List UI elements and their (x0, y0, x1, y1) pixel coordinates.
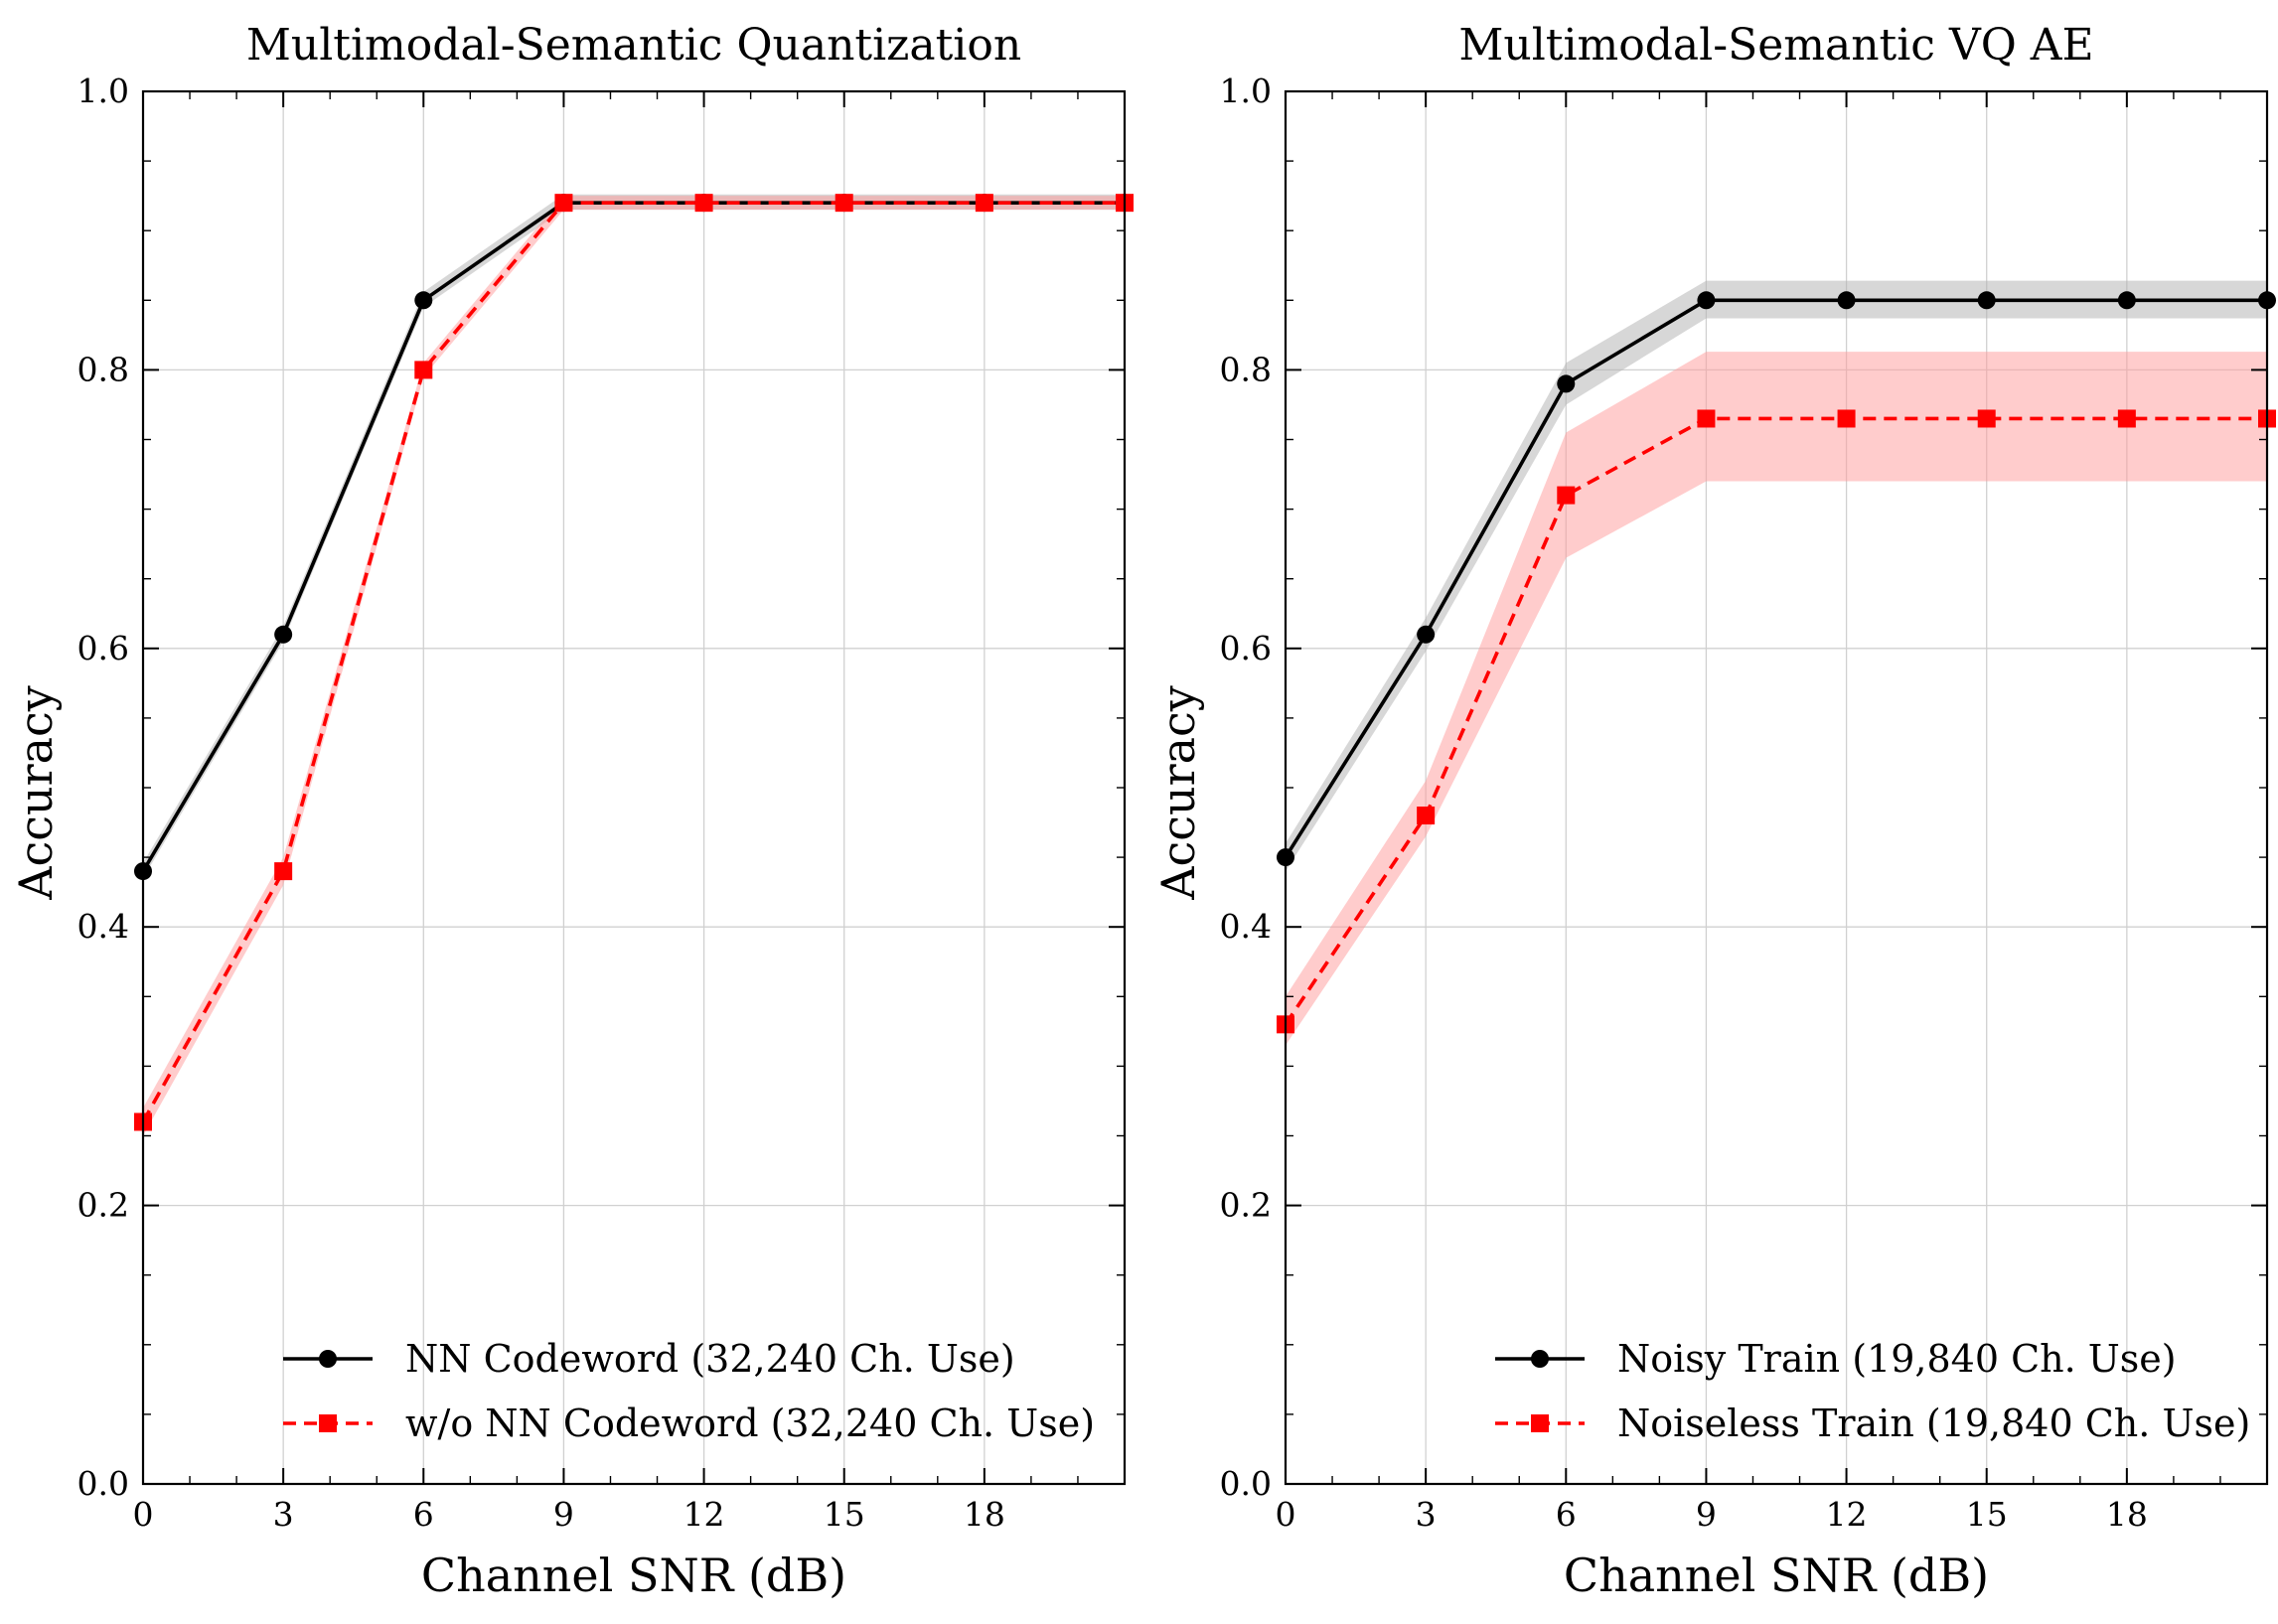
series-line-1 (141, 201, 1125, 1123)
chart-title: Multimodal-Semantic VQ AE (1458, 20, 2093, 71)
legend-marker-0 (319, 1350, 337, 1368)
tick-labels: 0 3 6 9 12 15 18 0.0 0.2 0.4 0.6 0.8 1.0 (77, 72, 1005, 1534)
data-point (1837, 409, 1856, 428)
legend-label-1: w/o NN Codeword (32,240 Ch. Use) (405, 1402, 1095, 1445)
chart-panel-right: Multimodal-Semantic VQ AE Channel SNR (d… (1151, 20, 2276, 1602)
data-point (2117, 409, 2136, 428)
chart-panel-left: Multimodal-Semantic Quantization Channel… (9, 20, 1134, 1602)
axis-ticks (1285, 90, 2267, 1485)
legend-label-1: Noiseless Train (19,840 Ch. Use) (1617, 1402, 2250, 1445)
y-tick-label: 1.0 (77, 72, 129, 110)
x-tick-label: 18 (964, 1495, 1005, 1534)
legend-label-0: NN Codeword (32,240 Ch. Use) (405, 1337, 1015, 1381)
x-tick-label: 9 (553, 1495, 574, 1534)
legend-label-0: Noisy Train (19,840 Ch. Use) (1617, 1337, 2177, 1381)
plot-frame (141, 89, 1127, 1486)
data-point (1697, 291, 1716, 310)
legend-marker-1 (319, 1414, 337, 1432)
data-point (1557, 374, 1576, 393)
legend-marker-1 (1531, 1414, 1549, 1432)
chart-title: Multimodal-Semantic Quantization (246, 20, 1021, 71)
series-line-0 (1284, 298, 2267, 859)
x-tick-label: 9 (1696, 1495, 1717, 1534)
x-axis-label: Channel SNR (dB) (421, 1549, 846, 1602)
legend-marker-0 (1531, 1350, 1549, 1368)
data-point (694, 194, 713, 213)
legend: NN Codeword (32,240 Ch. Use) w/o NN Code… (283, 1337, 1095, 1445)
y-tick-label: 0.8 (77, 350, 129, 388)
x-tick-label: 12 (683, 1495, 725, 1534)
data-point (1557, 486, 1576, 505)
x-axis-label: Channel SNR (dB) (1564, 1549, 1989, 1602)
y-tick-label: 0.2 (1220, 1186, 1272, 1225)
data-point (1697, 409, 1716, 428)
series-markers (134, 194, 1134, 1131)
data-point (1837, 291, 1856, 310)
series-line-0 (141, 201, 1125, 873)
y-tick-label: 0.6 (1220, 629, 1272, 667)
data-point (975, 194, 993, 213)
y-tick-label: 1.0 (1220, 72, 1272, 110)
x-tick-label: 15 (824, 1495, 865, 1534)
confidence-bands (1286, 280, 2267, 1046)
grid-lines (143, 91, 1125, 1484)
data-point (1977, 409, 1996, 428)
y-tick-label: 0.0 (77, 1464, 129, 1503)
x-tick-label: 0 (1276, 1495, 1296, 1534)
y-axis-label: Accuracy (1151, 685, 1205, 901)
x-tick-label: 6 (1556, 1495, 1577, 1534)
data-point (274, 625, 293, 644)
data-point (1977, 291, 1996, 310)
x-tick-label: 15 (1966, 1495, 2008, 1534)
y-tick-label: 0.8 (1220, 350, 1272, 388)
data-point (1417, 807, 1436, 825)
x-tick-label: 6 (413, 1495, 434, 1534)
y-tick-label: 0.4 (77, 907, 129, 946)
y-tick-label: 0.6 (77, 629, 129, 667)
x-tick-label: 3 (273, 1495, 294, 1534)
y-axis-label: Accuracy (9, 685, 63, 901)
data-point (1417, 625, 1436, 644)
axis-ticks (142, 90, 1125, 1485)
y-tick-label: 0.4 (1220, 907, 1272, 946)
y-tick-label: 0.0 (1220, 1464, 1272, 1503)
x-tick-label: 0 (133, 1495, 154, 1534)
legend: Noisy Train (19,840 Ch. Use) Noiseless T… (1495, 1337, 2250, 1445)
x-tick-label: 12 (1826, 1495, 1868, 1534)
x-tick-label: 18 (2106, 1495, 2148, 1534)
data-point (414, 361, 433, 379)
series-lines (141, 201, 1125, 1123)
confidence-band-series-1 (1286, 352, 2267, 1046)
confidence-bands (143, 194, 1125, 1136)
y-tick-label: 0.2 (77, 1186, 129, 1225)
x-tick-label: 3 (1416, 1495, 1437, 1534)
confidence-band-series-1 (143, 196, 1125, 1136)
confidence-band-series-0 (143, 194, 1125, 879)
data-point (554, 194, 573, 213)
series-line-1 (1284, 416, 2267, 1026)
data-point (835, 194, 853, 213)
series-lines (1284, 298, 2267, 1026)
data-point (274, 862, 293, 881)
confidence-band-series-0 (1286, 280, 2267, 872)
tick-labels: 0 3 6 9 12 15 18 0.0 0.2 0.4 0.6 0.8 1.0 (1220, 72, 2148, 1534)
data-point (2117, 291, 2136, 310)
data-point (414, 291, 433, 310)
